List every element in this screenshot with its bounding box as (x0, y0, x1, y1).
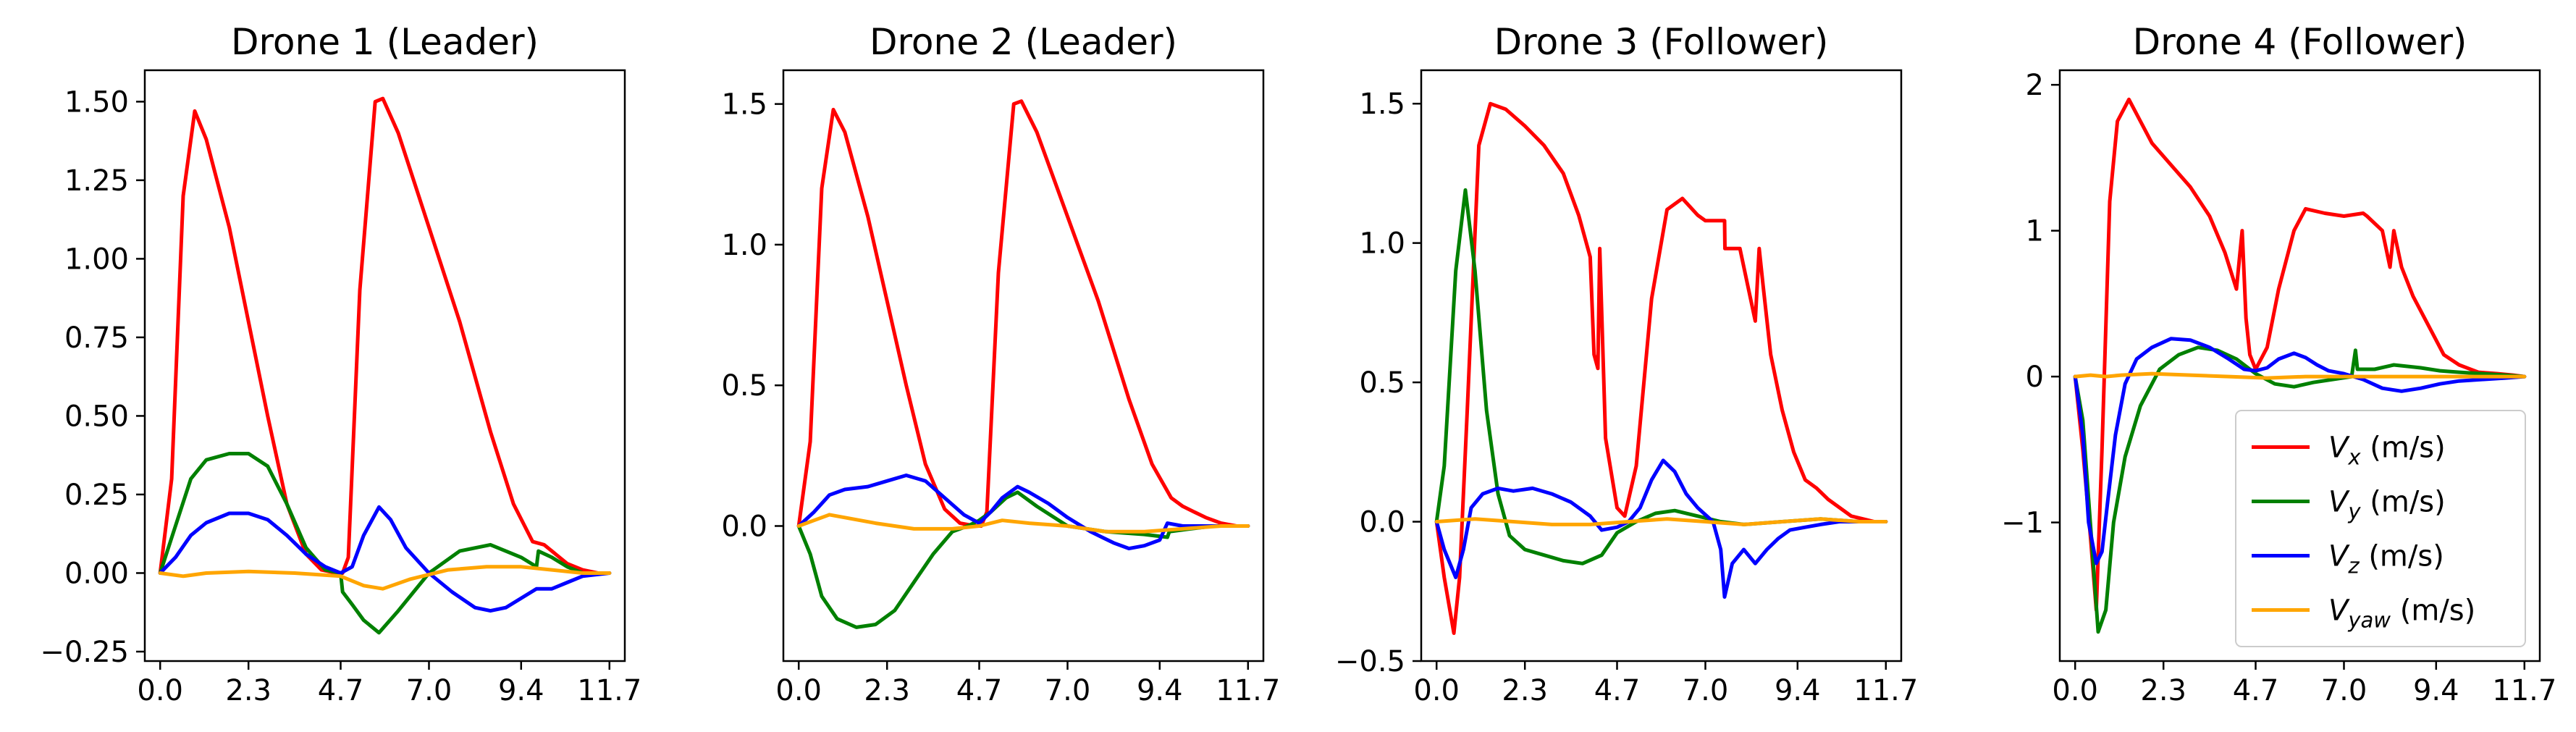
legend: Vx (m/s) Vy (m/s) Vz (m/s) Vyaw (m/s) (2235, 410, 2526, 647)
y-tick-label: 1.5 (721, 88, 767, 122)
x-tick-label: 11.7 (577, 674, 641, 707)
subplot-drone-3: Drone 3 (Follower) 0.0 2.3 4.7 7.0 9.4 11.7 −0… (1335, 21, 1918, 707)
y-tick-label: 0.75 (64, 321, 129, 355)
series-line (2073, 97, 2527, 612)
y-tick-label: 0.0 (721, 510, 767, 543)
subplot-drone-2: Drone 2 (Leader) 0.0 2.3 4.7 7.0 9.4 11.7 0.0 0… (721, 21, 1280, 707)
axes-frame (782, 69, 1265, 662)
y-tick-label: 1.0 (721, 229, 767, 262)
series-line (1434, 101, 1888, 635)
y-tick-label: 0.5 (721, 369, 767, 403)
legend-label: Vx (m/s) (2328, 432, 2446, 470)
series-group (2073, 97, 2527, 634)
y-tick-label: 1.50 (64, 85, 129, 119)
series-line (1434, 458, 1888, 599)
series-line (2073, 345, 2527, 634)
x-tick-label: 7.0 (1683, 674, 1729, 707)
subplot-title: Drone 3 (Follower) (1494, 21, 1829, 63)
series-line (158, 96, 612, 575)
series-line (158, 505, 612, 613)
y-tick-label: −0.25 (40, 636, 129, 669)
x-tick-label: 11.7 (1216, 674, 1280, 707)
y-tick-label: 2 (2026, 69, 2044, 102)
series-line (158, 565, 612, 591)
x-tick-label: 0.0 (2052, 674, 2098, 707)
x-tick-label: 2.3 (225, 674, 272, 707)
x-tick-label: 0.0 (1413, 674, 1460, 707)
x-tick-label: 2.3 (2140, 674, 2186, 707)
x-tick-label: 2.3 (1502, 674, 1548, 707)
x-tick-label: 0.0 (137, 674, 183, 707)
subplot-title: Drone 1 (Leader) (231, 21, 539, 63)
x-tick-label: 7.0 (406, 674, 453, 707)
x-tick-label: 0.0 (775, 674, 822, 707)
axes-frame (2058, 69, 2541, 662)
subplot-title: Drone 4 (Follower) (2133, 21, 2467, 63)
y-tick-label: 0.50 (64, 400, 129, 433)
x-tick-label: 4.7 (318, 674, 364, 707)
x-tick-label: 11.7 (2492, 674, 2556, 707)
series-line (796, 474, 1250, 551)
legend-label: Vz (m/s) (2328, 540, 2444, 579)
axes-frame (1420, 69, 1903, 662)
series-line (2073, 337, 2527, 565)
axes-frame (143, 69, 626, 662)
series-line (796, 490, 1250, 629)
y-tick-label: 1.25 (64, 164, 129, 198)
subplot-title: Drone 2 (Leader) (870, 21, 1177, 63)
series-group (796, 99, 1250, 629)
y-tick-label: 1.00 (64, 243, 129, 276)
legend-label: Vy (m/s) (2328, 486, 2446, 524)
x-tick-label: 9.4 (1775, 674, 1821, 707)
x-tick-label: 9.4 (1137, 674, 1183, 707)
x-tick-label: 4.7 (956, 674, 1003, 707)
series-line (2073, 371, 2527, 380)
x-tick-label: 7.0 (2321, 674, 2367, 707)
x-tick-label: 4.7 (2233, 674, 2279, 707)
y-tick-label: 0.0 (1359, 506, 1405, 539)
series-line (158, 452, 612, 635)
y-tick-label: 1.5 (1359, 88, 1405, 121)
x-tick-label: 11.7 (1853, 674, 1918, 707)
y-tick-label: 1.0 (1359, 227, 1405, 261)
series-line (1434, 517, 1888, 526)
subplot-drone-1: Drone 1 (Leader) 0.0 2.3 4.7 7.0 9.4 11.7 −0.2… (40, 21, 641, 707)
x-tick-label: 4.7 (1594, 674, 1641, 707)
legend-box (2235, 410, 2526, 647)
y-tick-label: 0 (2026, 361, 2044, 394)
series-line (796, 513, 1250, 534)
series-group (158, 96, 612, 635)
x-tick-label: 7.0 (1045, 674, 1091, 707)
y-tick-label: −1 (2001, 507, 2044, 540)
x-tick-label: 2.3 (864, 674, 910, 707)
y-tick-label: 0.25 (64, 479, 129, 512)
y-tick-label: 0.00 (64, 557, 129, 590)
series-line (796, 99, 1250, 528)
y-tick-label: −0.5 (1335, 645, 1405, 678)
y-tick-label: 1 (2026, 215, 2044, 248)
x-tick-label: 9.4 (498, 674, 544, 707)
y-tick-label: 0.5 (1359, 366, 1405, 400)
x-tick-label: 9.4 (2413, 674, 2459, 707)
legend-label: Vyaw (m/s) (2328, 594, 2475, 633)
series-group (1434, 101, 1888, 635)
subplot-drone-4: Drone 4 (Follower) 0.0 2.3 4.7 7.0 9.4 11.7 −1… (2001, 21, 2556, 707)
